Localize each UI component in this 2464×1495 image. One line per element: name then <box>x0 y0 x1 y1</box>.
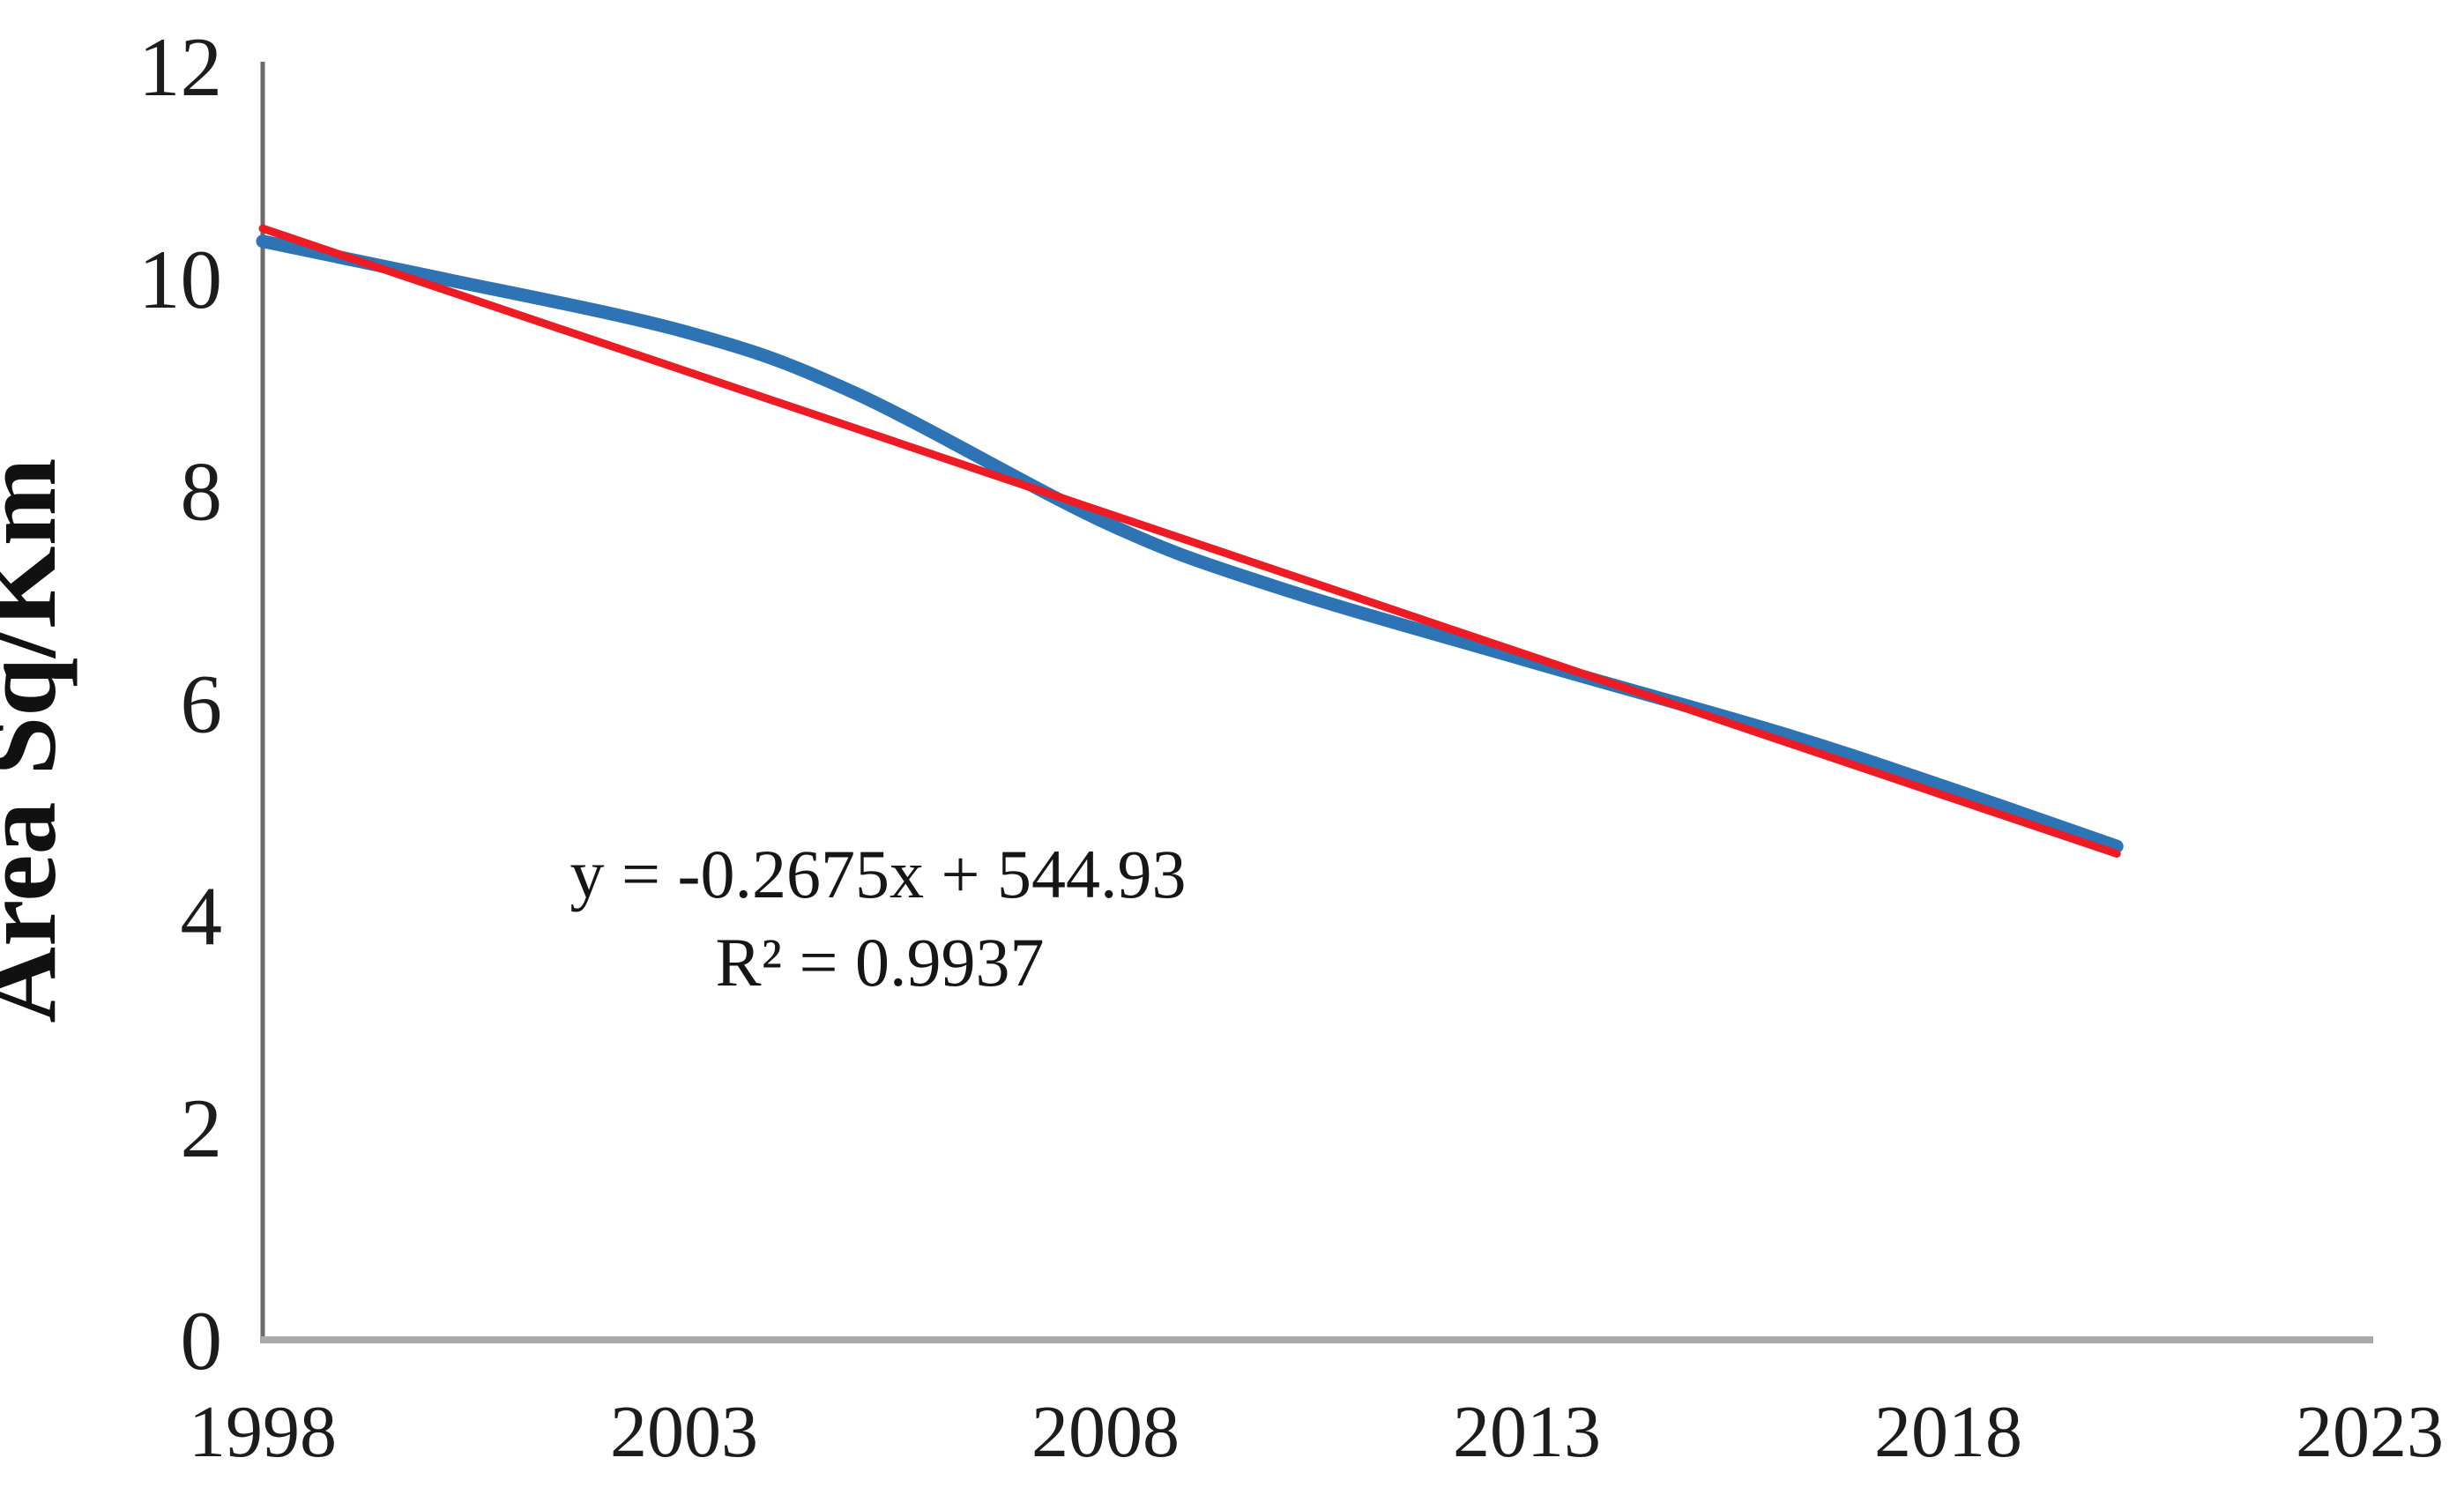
y-tick-label: 6 <box>181 658 223 751</box>
y-axis-title: Area Sq/Km <box>0 457 78 1023</box>
y-axis: 0 2 4 6 8 10 12 Area Sq/Km <box>0 20 265 1387</box>
y-tick-label: 10 <box>138 233 222 326</box>
x-axis: 1998 2003 2008 2013 2018 2023 <box>189 1336 2444 1473</box>
x-tick-label: 2008 <box>1031 1391 1180 1473</box>
x-tick-labels: 1998 2003 2008 2013 2018 2023 <box>189 1391 2444 1473</box>
y-tick-label: 12 <box>138 20 222 114</box>
x-tick-label: 2003 <box>610 1391 758 1473</box>
trendline-equation: y = -0.2675x + 544.93 <box>570 836 1187 912</box>
area-series-line <box>256 234 2124 853</box>
series-lines <box>256 224 2124 858</box>
r-squared-value: R² = 0.9937 <box>716 924 1045 1000</box>
x-tick-label: 1998 <box>189 1391 337 1473</box>
y-tick-label: 2 <box>181 1082 223 1175</box>
trendline-annotation: y = -0.2675x + 544.93 R² = 0.9937 <box>570 836 1187 1000</box>
y-tick-label: 8 <box>181 445 223 539</box>
y-tick-label: 0 <box>181 1294 223 1387</box>
x-tick-label: 2013 <box>1453 1391 1601 1473</box>
trendline <box>258 224 2121 858</box>
x-tick-label: 2018 <box>1874 1391 2022 1473</box>
y-tick-labels: 0 2 4 6 8 10 12 <box>138 20 222 1387</box>
x-tick-label: 2023 <box>2296 1391 2444 1473</box>
y-tick-label: 4 <box>181 869 223 963</box>
